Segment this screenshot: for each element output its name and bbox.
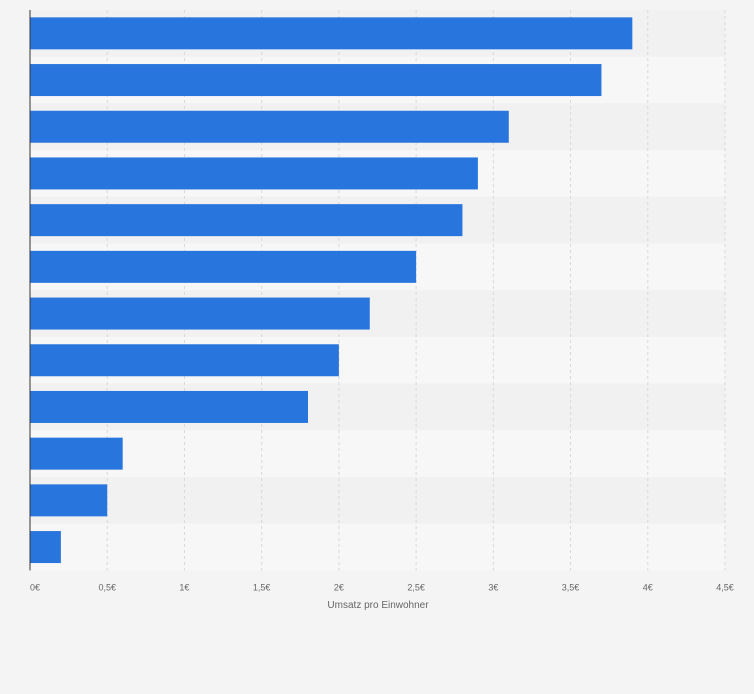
x-tick-label: 2,5€ <box>407 582 425 592</box>
row-band <box>30 477 725 524</box>
bar[interactable] <box>30 484 108 517</box>
bar[interactable] <box>30 390 308 423</box>
x-tick-label: 1,5€ <box>253 582 271 592</box>
bar[interactable] <box>30 110 509 143</box>
x-tick-label: 1€ <box>179 582 189 592</box>
x-tick-label: 0,5€ <box>98 582 116 592</box>
x-tick-label: 0€ <box>30 582 40 592</box>
x-tick-label: 3,5€ <box>562 582 580 592</box>
x-axis-label: Umsatz pro Einwohner <box>327 600 429 611</box>
bar[interactable] <box>30 437 123 470</box>
x-tick-label: 2€ <box>334 582 344 592</box>
row-band <box>30 523 725 571</box>
bar[interactable] <box>30 297 370 330</box>
x-axis-ticks: 0€ 0,5€ 1€ 1,5€ 2€ 2,5€ 3€ 3,5€ 4€ 4,5€ <box>30 582 734 592</box>
bar[interactable] <box>30 531 61 564</box>
bar[interactable] <box>30 17 633 50</box>
bar[interactable] <box>30 344 339 377</box>
x-tick-label: 4€ <box>643 582 653 592</box>
bar[interactable] <box>30 250 417 283</box>
x-tick-label: 3€ <box>488 582 498 592</box>
x-tick-label: 4,5€ <box>716 582 734 592</box>
bar[interactable] <box>30 64 602 97</box>
bar[interactable] <box>30 157 478 190</box>
row-band <box>30 430 725 477</box>
bar[interactable] <box>30 204 463 237</box>
bars <box>30 17 633 564</box>
